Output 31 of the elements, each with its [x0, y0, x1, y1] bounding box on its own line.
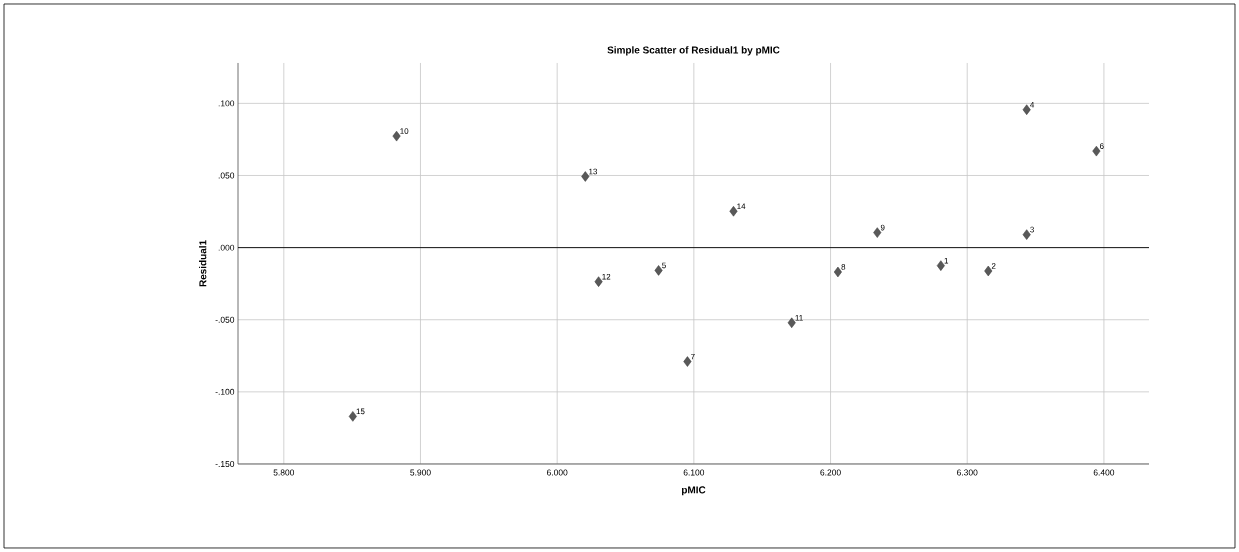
- y-tick-label: .100: [218, 100, 235, 107]
- point: [984, 265, 993, 277]
- point: [392, 130, 401, 142]
- x-tick-label: 6.100: [683, 469, 705, 476]
- y-tick-label: .050: [218, 172, 235, 179]
- point: [1092, 145, 1101, 157]
- point: [873, 227, 882, 238]
- x-tick-label: 6.000: [547, 469, 568, 476]
- point: [683, 356, 692, 367]
- x-tick-label: 6.400: [1093, 469, 1115, 476]
- point: [1022, 104, 1031, 115]
- y-axis-title: Residual1: [199, 240, 207, 287]
- point: [787, 317, 796, 328]
- point: [936, 260, 945, 271]
- y-tick-label: -.100: [215, 388, 235, 395]
- point: [729, 206, 738, 217]
- point: [348, 411, 357, 422]
- point: [581, 171, 590, 182]
- x-tick-label: 5.900: [410, 469, 431, 476]
- x-tick-label: 5.800: [273, 469, 295, 476]
- y-tick-label: -.050: [215, 316, 235, 323]
- point: [1022, 229, 1031, 240]
- point: [594, 276, 603, 287]
- point: [833, 266, 842, 278]
- chart-title: Simple Scatter of Residual1 by pMIC: [607, 46, 780, 56]
- y-tick-label: .000: [218, 244, 235, 251]
- point: [654, 265, 663, 276]
- x-axis-title: pMIC: [681, 486, 706, 496]
- y-tick-label: -.150: [215, 460, 235, 467]
- x-tick-label: 6.300: [957, 469, 978, 476]
- x-tick-label: 6.200: [820, 469, 841, 476]
